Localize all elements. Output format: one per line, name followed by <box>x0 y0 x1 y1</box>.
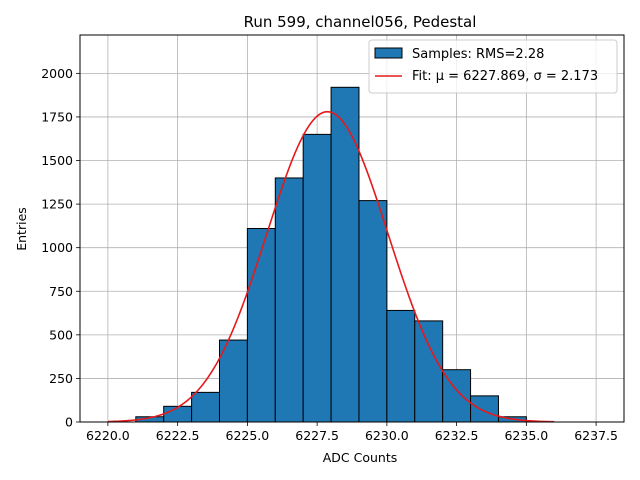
x-tick-label: 6237.5 <box>574 428 618 443</box>
x-tick-label: 6232.5 <box>435 428 479 443</box>
x-tick-label: 6227.5 <box>295 428 339 443</box>
x-tick-label: 6222.5 <box>156 428 200 443</box>
fit-curve <box>107 110 555 423</box>
x-tick-label: 6230.0 <box>365 428 409 443</box>
y-tick-label: 2000 <box>41 66 73 81</box>
histogram-bar <box>358 200 388 423</box>
y-tick-label: 1750 <box>41 109 73 124</box>
histogram-bar <box>330 86 360 423</box>
y-tick-label: 1250 <box>41 197 73 212</box>
y-tick-label: 250 <box>49 371 73 386</box>
x-tick-label: 6220.0 <box>86 428 130 443</box>
y-tick-label: 750 <box>49 284 73 299</box>
y-tick-label: 0 <box>65 415 73 430</box>
histogram-bar <box>163 405 193 423</box>
x-tick-label: 6225.0 <box>226 428 270 443</box>
histogram-bars <box>135 86 527 423</box>
legend-label-fit: Fit: μ = 6227.869, σ = 2.173 <box>412 69 598 84</box>
y-axis-ticks: 0 250 500 750 1000 1250 1500 1750 2000 <box>41 66 80 430</box>
x-axis-label: ADC Counts <box>323 450 398 465</box>
x-axis-ticks: 6220.0 6222.5 6225.0 6227.5 6230.0 6232.5 6235… <box>86 422 618 443</box>
chart-title: Run 599, channel056, Pedestal <box>244 13 477 31</box>
x-tick-label: 6235.0 <box>504 428 548 443</box>
histogram-bar <box>246 228 276 423</box>
y-axis-label: Entries <box>14 207 29 251</box>
histogram-bar <box>414 320 444 423</box>
plot-frame <box>79 34 625 423</box>
legend-box <box>368 39 618 94</box>
y-tick-label: 1000 <box>41 240 73 255</box>
y-tick-label: 1500 <box>41 153 73 168</box>
histogram-bar <box>191 391 220 423</box>
legend-label-histogram: Samples: RMS=2.28 <box>412 47 544 62</box>
histogram-bar <box>218 339 248 423</box>
legend: Samples: RMS=2.28 Fit: μ = 6227.869, σ =… <box>368 39 618 94</box>
histogram-bar <box>274 177 304 423</box>
histogram-bar <box>386 309 416 423</box>
y-tick-label: 500 <box>49 327 73 342</box>
histogram-bar <box>470 395 499 423</box>
legend-swatch-histogram <box>374 47 403 59</box>
histogram-bar <box>302 133 332 423</box>
